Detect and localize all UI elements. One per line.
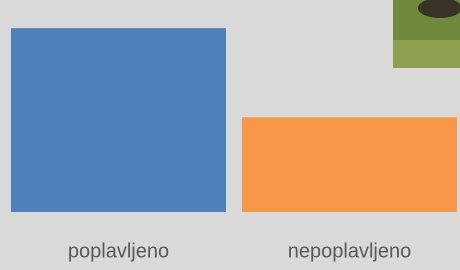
x-tick-label: poplavljeno: [68, 240, 169, 262]
bar: [11, 28, 226, 212]
x-tick-label: nepoplavljeno: [288, 240, 411, 262]
page: poplavljenonepoplavljeno (() => { const …: [0, 0, 460, 270]
photo-grass: [393, 40, 460, 68]
photo: [393, 0, 460, 68]
chart: poplavljeno nepoplavljeno: [0, 0, 460, 270]
bar: [242, 117, 457, 212]
